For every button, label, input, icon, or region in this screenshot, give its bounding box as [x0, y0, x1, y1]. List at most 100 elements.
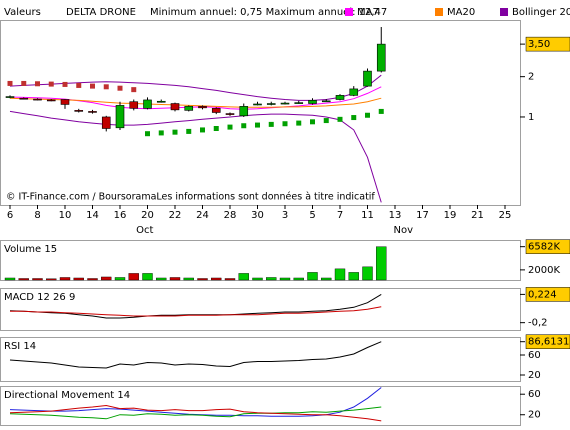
x-tick-label: 28: [224, 210, 237, 221]
x-tick-label: 20: [141, 210, 154, 221]
y-tick-label: 2: [528, 72, 534, 83]
sar-dot: [7, 80, 13, 86]
candle-body: [170, 103, 180, 111]
y-tick-label: 86,6131: [528, 337, 569, 348]
month-label: Nov: [393, 225, 413, 236]
x-tick-label: 25: [499, 210, 512, 221]
volume-bar: [197, 278, 208, 281]
volume-bar: [4, 277, 16, 281]
sar-dot: [337, 116, 343, 122]
header-label: Valeurs: [4, 7, 41, 18]
y-tick-label: 1: [528, 112, 534, 123]
volume-bar: [73, 277, 84, 281]
panel-frame: [0, 337, 521, 382]
series-line: [9, 341, 382, 369]
y-tick-label: 0,224: [528, 289, 557, 300]
sar-dot: [351, 115, 357, 121]
x-tick-label: 19: [444, 210, 457, 221]
x-tick-label: 8: [34, 210, 40, 221]
series-line: [9, 293, 382, 319]
candle-body: [198, 106, 207, 109]
candle-body: [19, 97, 29, 100]
x-tick-label: 30: [251, 210, 264, 221]
y-tick-label: 3,50: [528, 39, 550, 50]
panel-title: Volume 15: [4, 244, 57, 255]
volume-bar: [87, 278, 98, 281]
candle-body: [143, 99, 152, 109]
candle-body: [46, 99, 56, 102]
y-tick-label: 60: [528, 389, 541, 400]
panel-title: Directional Movement 14: [4, 390, 130, 401]
candle-body: [225, 113, 235, 115]
sar-dot: [158, 130, 164, 136]
sar-dot: [323, 118, 329, 124]
candle-body: [308, 100, 317, 104]
volume-bar: [266, 277, 277, 281]
legend-swatch: [435, 8, 443, 16]
candle-body: [239, 106, 249, 117]
candle-body: [115, 105, 125, 129]
sar-dot: [378, 108, 384, 114]
x-tick-label: 11: [361, 210, 374, 221]
sar-dot: [200, 127, 205, 133]
candle-body: [363, 70, 372, 87]
sar-dot: [76, 82, 82, 88]
annual-range: Minimum annuel: 0,75 Maximum annuel: 12,…: [150, 7, 387, 18]
volume-bar: [101, 276, 112, 281]
x-tick-label: 17: [416, 210, 429, 221]
sar-dot: [213, 126, 219, 132]
legend-swatch: [345, 8, 353, 16]
panel-frame: [0, 288, 521, 331]
sar-dot: [90, 83, 95, 89]
volume-bar: [32, 278, 43, 281]
sar-dot: [282, 121, 288, 127]
candle-body: [60, 99, 70, 105]
legend-swatch: [500, 8, 508, 16]
series-line: [10, 306, 382, 317]
x-tick-label: 6: [7, 210, 13, 221]
y-tick-label: -0,2: [528, 318, 548, 329]
volume-bar: [238, 273, 249, 281]
volume-bar: [307, 272, 318, 281]
sar-dot: [255, 122, 260, 128]
sar-dot: [103, 84, 109, 90]
candle-body: [129, 101, 139, 109]
volume-bar: [59, 277, 71, 281]
tick-highlight: [525, 239, 570, 254]
x-tick-label: 7: [337, 210, 343, 221]
series-line: [9, 387, 382, 417]
candle-body: [321, 100, 331, 103]
sar-dot: [117, 85, 123, 91]
volume-bar: [293, 277, 304, 281]
volume-bar: [362, 266, 373, 281]
panel-frame: [0, 386, 521, 426]
sar-dot: [35, 81, 40, 87]
volume-bar: [156, 277, 167, 281]
volume-bar: [279, 277, 291, 281]
x-tick-label: 16: [114, 210, 127, 221]
sar-dot: [241, 123, 247, 129]
sar-dot: [48, 81, 54, 87]
volume-bar: [211, 277, 222, 281]
sar-dot: [186, 128, 192, 134]
y-tick-label: 2000K: [528, 265, 560, 276]
volume-bar: [142, 273, 153, 281]
volume-bar: [46, 278, 57, 281]
volume-bar: [252, 277, 263, 281]
x-tick-label: 13: [389, 210, 402, 221]
candle-body: [266, 103, 276, 105]
volume-bar: [376, 246, 387, 281]
y-tick-label: 6582K: [528, 242, 560, 253]
x-tick-label: 21: [471, 210, 484, 221]
volume-bar: [224, 278, 236, 281]
candle-body: [211, 108, 221, 113]
candle-body: [184, 106, 194, 111]
candle-body: [88, 111, 97, 113]
y-tick-label: 60: [528, 350, 541, 361]
candle-body: [376, 43, 386, 72]
sar-dot: [296, 120, 302, 126]
series-line: [9, 406, 382, 420]
candle-body: [349, 88, 359, 96]
volume-bar: [321, 277, 332, 281]
